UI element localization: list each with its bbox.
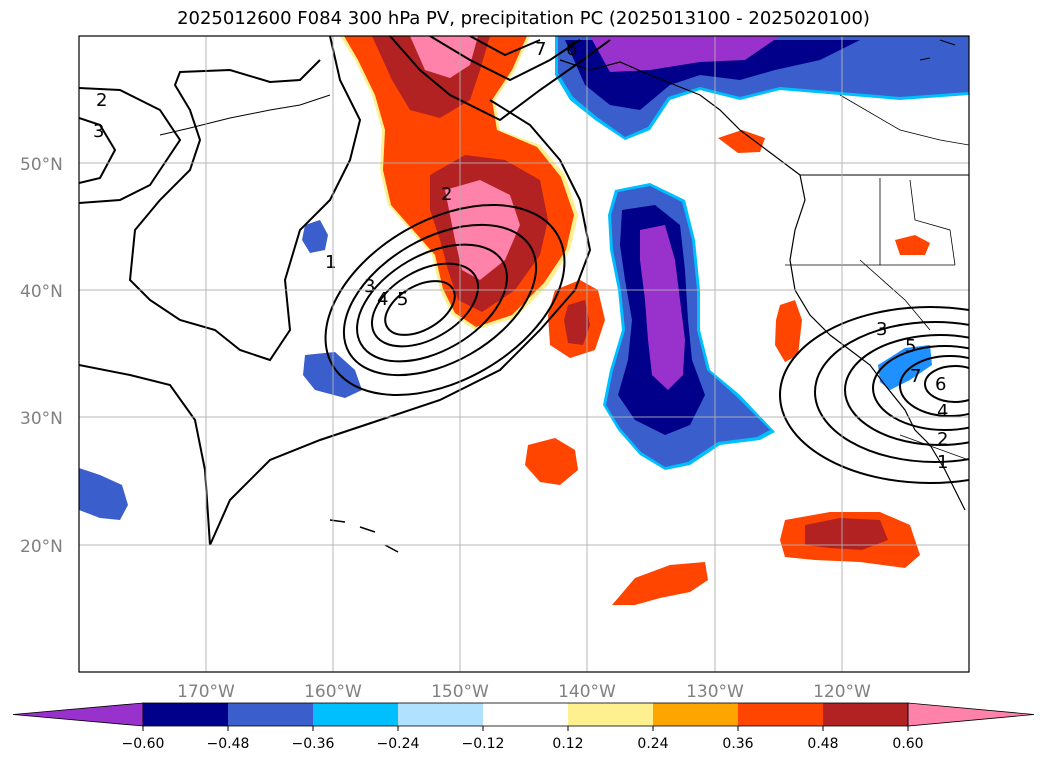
contour-label: 4 [937, 401, 948, 422]
colorbar-extend-min [12, 702, 144, 727]
contour-label: 6 [566, 39, 577, 60]
lat-label: 40°N [20, 282, 63, 302]
map-title: 2025012600 F084 300 hPa PV, precipitatio… [177, 8, 870, 29]
colorbar-swatch [823, 703, 908, 726]
contour-label: 5 [905, 336, 916, 357]
colorbar-tick-label: 0.24 [637, 736, 668, 752]
contour-label: 5 [397, 289, 408, 310]
colorbar-swatch [313, 703, 398, 726]
plot-frame [78, 35, 970, 673]
colorbar-tick-label: −0.12 [462, 736, 505, 752]
colorbar-tick-label: 0.36 [722, 736, 753, 752]
colorbar-swatch [483, 703, 568, 726]
lon-label: 150°W [431, 682, 489, 702]
negative-blob-a [302, 220, 328, 253]
lon-label: 170°W [177, 682, 235, 702]
contour-labels: 2 3 1 2 3 4 5 7 6 3 5 7 6 4 2 1 [93, 39, 948, 473]
lat-label: 20°N [20, 537, 63, 557]
pv-contours [79, 36, 969, 546]
colorbar-tick-label: −0.48 [207, 736, 250, 752]
longitude-labels: 170°W 160°W 150°W 140°W 130°W 120°W [177, 682, 871, 702]
lat-label: 30°N [20, 409, 63, 429]
negative-blob-c [79, 468, 128, 520]
gridlines [79, 36, 969, 672]
colorbar-tick-label: 0.60 [892, 736, 923, 752]
colorbar-tick-label: 0.48 [807, 736, 838, 752]
positive-blob-g [895, 235, 930, 255]
contour-label: 2 [937, 429, 948, 450]
contour-label: 3 [876, 319, 887, 340]
positive-blob-c [525, 438, 578, 485]
negative-anomaly-alaska [555, 36, 969, 140]
contour-label: 7 [910, 366, 921, 387]
lon-label: 160°W [304, 682, 362, 702]
colorbar-extend-max [907, 702, 1035, 727]
coastlines [159, 39, 969, 553]
lon-label: 120°W [813, 682, 871, 702]
lon-label: 130°W [686, 682, 744, 702]
colorbar-tick-label: 0.12 [552, 736, 583, 752]
positive-blob-a-core [564, 300, 590, 345]
positive-blob-d-core [805, 518, 888, 550]
colorbar-tick-label: −0.36 [292, 736, 335, 752]
contour-label: 3 [364, 276, 375, 297]
contour-label: 3 [93, 121, 104, 142]
colorbar-swatch [653, 703, 738, 726]
contour-label: 6 [935, 374, 946, 395]
latitude-labels: 50°N 40°N 30°N 20°N [20, 155, 63, 557]
contour-label: 1 [325, 252, 336, 273]
lat-label: 50°N [20, 155, 63, 175]
positive-blob-e [612, 562, 708, 605]
colorbar-swatch [228, 703, 313, 726]
colorbar-frame [142, 702, 909, 727]
colorbar-swatch [738, 703, 823, 726]
colorbar-swatch [568, 703, 653, 726]
contour-label: 4 [377, 289, 388, 310]
colorbar: −0.60 −0.48 −0.36 −0.24 −0.12 0.12 0.24 0.36 0.4… [12, 702, 1035, 752]
positive-blob-b [775, 300, 802, 362]
negative-anomaly-central [603, 183, 775, 470]
contour-label: 2 [441, 184, 452, 205]
colorbar-tick-label: −0.60 [122, 736, 165, 752]
negative-blob-socal [878, 345, 932, 390]
contour-label: 2 [96, 90, 107, 111]
colorbar-swatch [398, 703, 483, 726]
contour-label: 7 [535, 39, 546, 60]
colorbar-swatch [143, 703, 228, 726]
lon-label: 140°W [558, 682, 616, 702]
positive-blob-f [718, 130, 765, 153]
colorbar-tick-label: −0.24 [377, 736, 420, 752]
contour-label: 1 [937, 452, 948, 473]
